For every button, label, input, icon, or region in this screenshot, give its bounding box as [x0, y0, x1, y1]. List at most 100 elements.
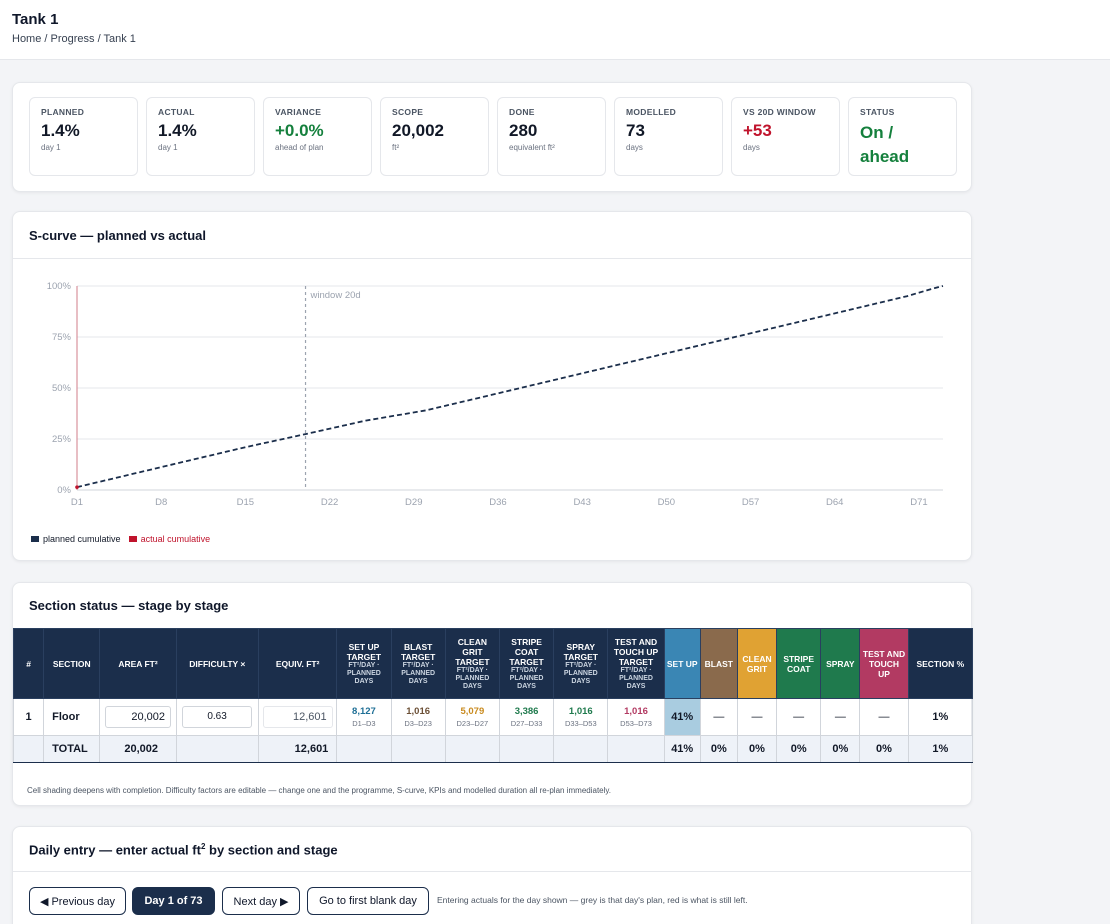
section-status-title: Section status — stage by stage	[29, 598, 228, 613]
kpi-window: VS 20D WINDOW +53 days	[731, 97, 840, 176]
divider	[13, 871, 971, 872]
stage-cell-clean[interactable]: —	[737, 699, 776, 736]
total-row: TOTAL 20,002 12,601 41% 0% 0% 0% 0% 0% 1…	[14, 736, 973, 763]
total-section-pct: 1%	[908, 736, 972, 763]
x-tick-label: D71	[910, 497, 927, 508]
total-stage-setup: 41%	[664, 736, 700, 763]
total-stage-stripe: 0%	[777, 736, 821, 763]
scurve-title: S-curve — planned vs actual	[29, 228, 206, 243]
daily-entry-title-rest: by section and stage	[205, 842, 337, 857]
header-label: TEST AND TOUCH UP TARGET	[614, 637, 658, 667]
section-status-table: # SECTION AREA FT² DIFFICULTY × EQUIV. F…	[13, 628, 973, 763]
divider	[13, 258, 971, 259]
total-empty	[445, 736, 499, 763]
y-tick-label: 0%	[57, 485, 71, 496]
x-tick-label: D15	[237, 497, 254, 508]
col-test: TEST AND TOUCH UP	[860, 629, 908, 699]
target-cell: 1,016D33–D53	[554, 699, 608, 736]
kpi-value: 73	[626, 121, 722, 141]
series-point-actual	[75, 485, 79, 489]
kpi-status: STATUS On / ahead	[848, 97, 957, 176]
header-label: CLEAN GRIT TARGET	[455, 637, 489, 667]
entry-help-text: Entering actuals for the day shown — gre…	[437, 895, 748, 905]
kpi-label: SCOPE	[392, 107, 488, 117]
x-tick-label: D1	[71, 497, 83, 508]
total-stage-clean: 0%	[737, 736, 776, 763]
stage-cell-test[interactable]: —	[860, 699, 908, 736]
section-status-panel: Section status — stage by stage # SECTIO…	[12, 582, 972, 806]
header-sub: FT²/DAY · PLANNED DAYS	[394, 662, 443, 686]
kpi-label: VARIANCE	[275, 107, 371, 117]
col-test-target: TEST AND TOUCH UP TARGETFT²/DAY · PLANNE…	[608, 629, 664, 699]
status-note: Cell shading deepens with completion. Di…	[27, 786, 611, 795]
target-days: D33–D53	[554, 719, 607, 728]
col-difficulty: DIFFICULTY ×	[176, 629, 258, 699]
col-section: SECTION	[44, 629, 100, 699]
row-section-pct: 1%	[908, 699, 972, 736]
col-stripe-target: STRIPE COAT TARGETFT²/DAY · PLANNED DAYS	[499, 629, 553, 699]
row-area-cell: 20,002	[100, 699, 176, 736]
first-blank-day-button[interactable]: Go to first blank day	[307, 887, 429, 915]
stage-cell-stripe[interactable]: —	[777, 699, 821, 736]
kpi-value: 1.4%	[41, 121, 137, 141]
table-header-row: # SECTION AREA FT² DIFFICULTY × EQUIV. F…	[14, 629, 973, 699]
x-tick-label: D8	[155, 497, 167, 508]
target-cell: 5,079D23–D27	[445, 699, 499, 736]
x-tick-label: D22	[321, 497, 338, 508]
target-value: 1,016	[392, 706, 445, 717]
kpi-sub: equivalent ft²	[509, 143, 605, 152]
kpi-done: DONE 280 equivalent ft²	[497, 97, 606, 176]
total-area: 20,002	[100, 736, 176, 763]
series-line-planned	[77, 286, 943, 487]
target-value: 3,386	[500, 706, 553, 717]
header-label: BLAST TARGET	[401, 642, 435, 662]
target-value: 5,079	[446, 706, 499, 717]
total-empty	[176, 736, 258, 763]
stage-cell-spray[interactable]: —	[821, 699, 860, 736]
daily-entry-title: Daily entry — enter actual ft2 by sectio…	[29, 842, 338, 857]
target-value: 1,016	[608, 706, 663, 717]
breadcrumb[interactable]: Home / Progress / Tank 1	[12, 33, 136, 45]
kpi-sub: ahead of plan	[275, 143, 371, 152]
header-sub: FT²/DAY · PLANNED DAYS	[556, 662, 605, 686]
next-day-button[interactable]: Next day ▶	[222, 887, 300, 915]
kpi-sub: day 1	[158, 143, 254, 152]
total-label: TOTAL	[44, 736, 100, 763]
previous-day-button[interactable]: ◀ Previous day	[29, 887, 126, 915]
x-tick-label: D29	[405, 497, 422, 508]
target-cell: 1,016D53–D73	[608, 699, 664, 736]
legend-swatch	[129, 536, 137, 542]
chart-legend: planned cumulative actual cumulative	[31, 534, 210, 544]
page-header: Tank 1 Home / Progress / Tank 1	[0, 0, 1110, 60]
day-indicator-button[interactable]: Day 1 of 73	[132, 887, 215, 915]
kpi-value: On / ahead	[860, 121, 930, 169]
y-tick-label: 100%	[47, 281, 72, 292]
row-difficulty-cell: 0.63	[176, 699, 258, 736]
kpi-value: 280	[509, 121, 605, 141]
col-clean: CLEAN GRIT	[737, 629, 776, 699]
col-stripe: STRIPE COAT	[777, 629, 821, 699]
legend-planned-label: planned cumulative	[43, 534, 121, 544]
stage-cell-setup[interactable]: 41%	[664, 699, 700, 736]
stage-cell-blast[interactable]: —	[700, 699, 737, 736]
header-label: SET UP TARGET	[347, 642, 381, 662]
row-num: 1	[14, 699, 44, 736]
legend-actual: actual cumulative	[129, 534, 211, 544]
header-sub: FT²/DAY · PLANNED DAYS	[502, 667, 551, 691]
x-tick-label: D36	[489, 497, 506, 508]
x-tick-label: D57	[742, 497, 759, 508]
col-num: #	[14, 629, 44, 699]
col-setup-target: SET UP TARGETFT²/DAY · PLANNED DAYS	[337, 629, 391, 699]
kpi-scope: SCOPE 20,002 ft²	[380, 97, 489, 176]
target-cell: 1,016D3–D23	[391, 699, 445, 736]
col-spray-target: SPRAY TARGETFT²/DAY · PLANNED DAYS	[554, 629, 608, 699]
x-tick-label: D43	[573, 497, 590, 508]
area-input[interactable]: 20,002	[105, 706, 171, 728]
col-spray: SPRAY	[821, 629, 860, 699]
equiv-value: 12,601	[263, 706, 333, 728]
kpi-planned: PLANNED 1.4% day 1	[29, 97, 138, 176]
window-marker-label: window 20d	[310, 290, 361, 301]
kpi-sub: days	[743, 143, 839, 152]
daily-entry-title-text: Daily entry — enter actual ft	[29, 842, 201, 857]
difficulty-input[interactable]: 0.63	[182, 706, 252, 728]
